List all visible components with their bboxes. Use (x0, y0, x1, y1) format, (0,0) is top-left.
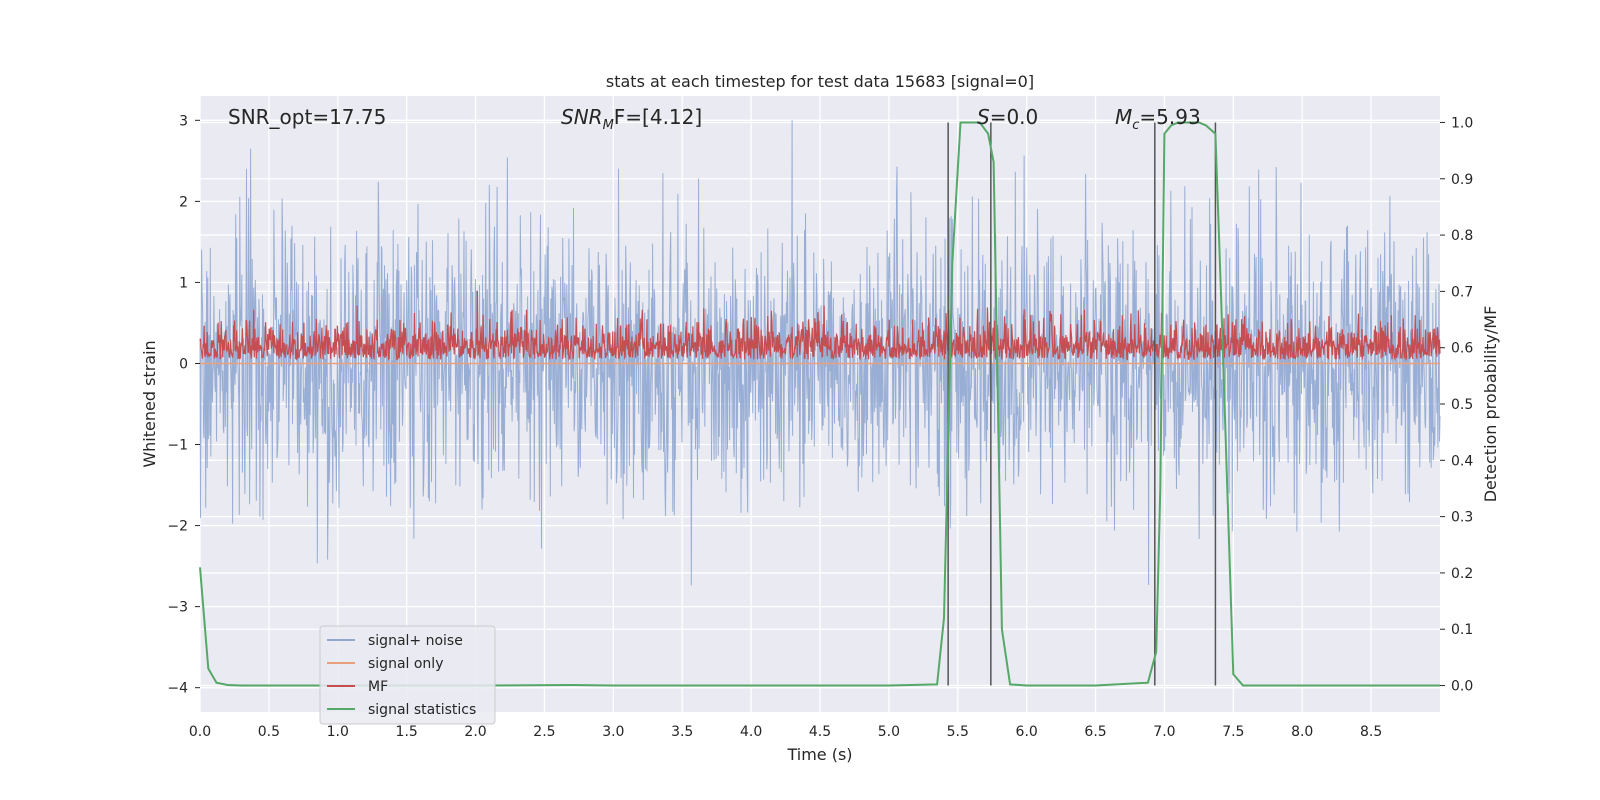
x-axis-ticks: 0.0 0.5 1.0 1.5 2.0 2.5 3.0 3.5 4.0 4.5 5.0 5.5 6.0 6… (189, 724, 1382, 740)
x-tick-label: 4.0 (740, 724, 762, 740)
x-tick-label: 1.0 (327, 724, 349, 740)
legend-label-mf: MF (368, 679, 388, 695)
y-tick-label-right: 0.4 (1451, 453, 1473, 469)
y-tick-label-right: 0.7 (1451, 284, 1473, 300)
y-axis-label-right: Detection probability/MF (1481, 306, 1500, 503)
x-tick-label: 4.5 (809, 724, 831, 740)
x-tick-label: 0.5 (258, 724, 280, 740)
x-tick-label: 2.0 (464, 724, 486, 740)
x-tick-label: 8.0 (1291, 724, 1313, 740)
y-axis-label-left: Whitened strain (140, 340, 159, 467)
signal-noise-line (199, 120, 1441, 586)
y-tick-label-left: −3 (167, 600, 188, 616)
y-tick-label-left: −4 (167, 681, 188, 697)
y-tick-label-right: 0.0 (1451, 679, 1473, 695)
chart-title: stats at each timestep for test data 156… (606, 72, 1034, 91)
y-tick-label-right: 0.6 (1451, 341, 1473, 357)
x-tick-label: 7.0 (1153, 724, 1175, 740)
x-tick-label: 8.5 (1360, 724, 1382, 740)
x-tick-label: 5.0 (878, 724, 900, 740)
y-tick-label-left: 3 (179, 113, 188, 129)
legend: signal+ noise signal only MF signal stat… (319, 625, 496, 725)
y-tick-label-left: −1 (167, 438, 188, 454)
mf-series (199, 290, 1441, 362)
y-tick-label-left: 0 (179, 356, 188, 372)
y-axis-right-ticks: 1.0 0.9 0.8 0.7 0.6 0.5 0.4 0.3 0.2 0.1 0.0 (1440, 115, 1473, 695)
y-tick-label-right: 1.0 (1451, 115, 1473, 131)
y-tick-label-right: 0.8 (1451, 228, 1473, 244)
legend-label-signal-statistics: signal statistics (368, 702, 476, 718)
x-tick-label: 1.5 (396, 724, 418, 740)
y-tick-label-left: 2 (179, 194, 188, 210)
annotation-snr-opt: SNR_opt=17.75 (228, 105, 386, 129)
grid-lines (199, 96, 1440, 712)
annotation-mc: Mc=5.93 (1115, 105, 1201, 133)
y-tick-label-right: 0.2 (1451, 566, 1473, 582)
y-tick-label-right: 0.5 (1451, 397, 1473, 413)
x-axis-label: Time (s) (786, 745, 852, 764)
mf-line (199, 290, 1441, 362)
y-tick-label-right: 0.1 (1451, 622, 1473, 638)
legend-label-signal-only: signal only (368, 656, 443, 672)
x-tick-label: 7.5 (1222, 724, 1244, 740)
legend-label-signal-noise: signal+ noise (368, 633, 463, 649)
annotation-snr-mf: SNRMF=[4.12] (561, 105, 702, 133)
x-tick-label: 6.0 (1016, 724, 1038, 740)
annotation-s-stat: S=0.0 (977, 105, 1038, 129)
plot-area (199, 120, 1441, 687)
x-tick-label: 0.0 (189, 724, 211, 740)
x-tick-label: 5.5 (947, 724, 969, 740)
y-axis-left-ticks: 3 2 1 0 −1 −2 −3 −4 (167, 113, 200, 697)
y-tick-label-right: 0.9 (1451, 172, 1473, 188)
x-tick-label: 2.5 (533, 724, 555, 740)
x-tick-label: 6.5 (1084, 724, 1106, 740)
x-tick-label: 3.0 (602, 724, 624, 740)
y-tick-label-left: 1 (179, 275, 188, 291)
y-tick-label-left: −2 (167, 519, 188, 535)
x-tick-label: 3.5 (671, 724, 693, 740)
signal-noise-series (199, 120, 1441, 586)
legend-box (319, 625, 496, 725)
y-tick-label-right: 0.3 (1451, 510, 1473, 526)
